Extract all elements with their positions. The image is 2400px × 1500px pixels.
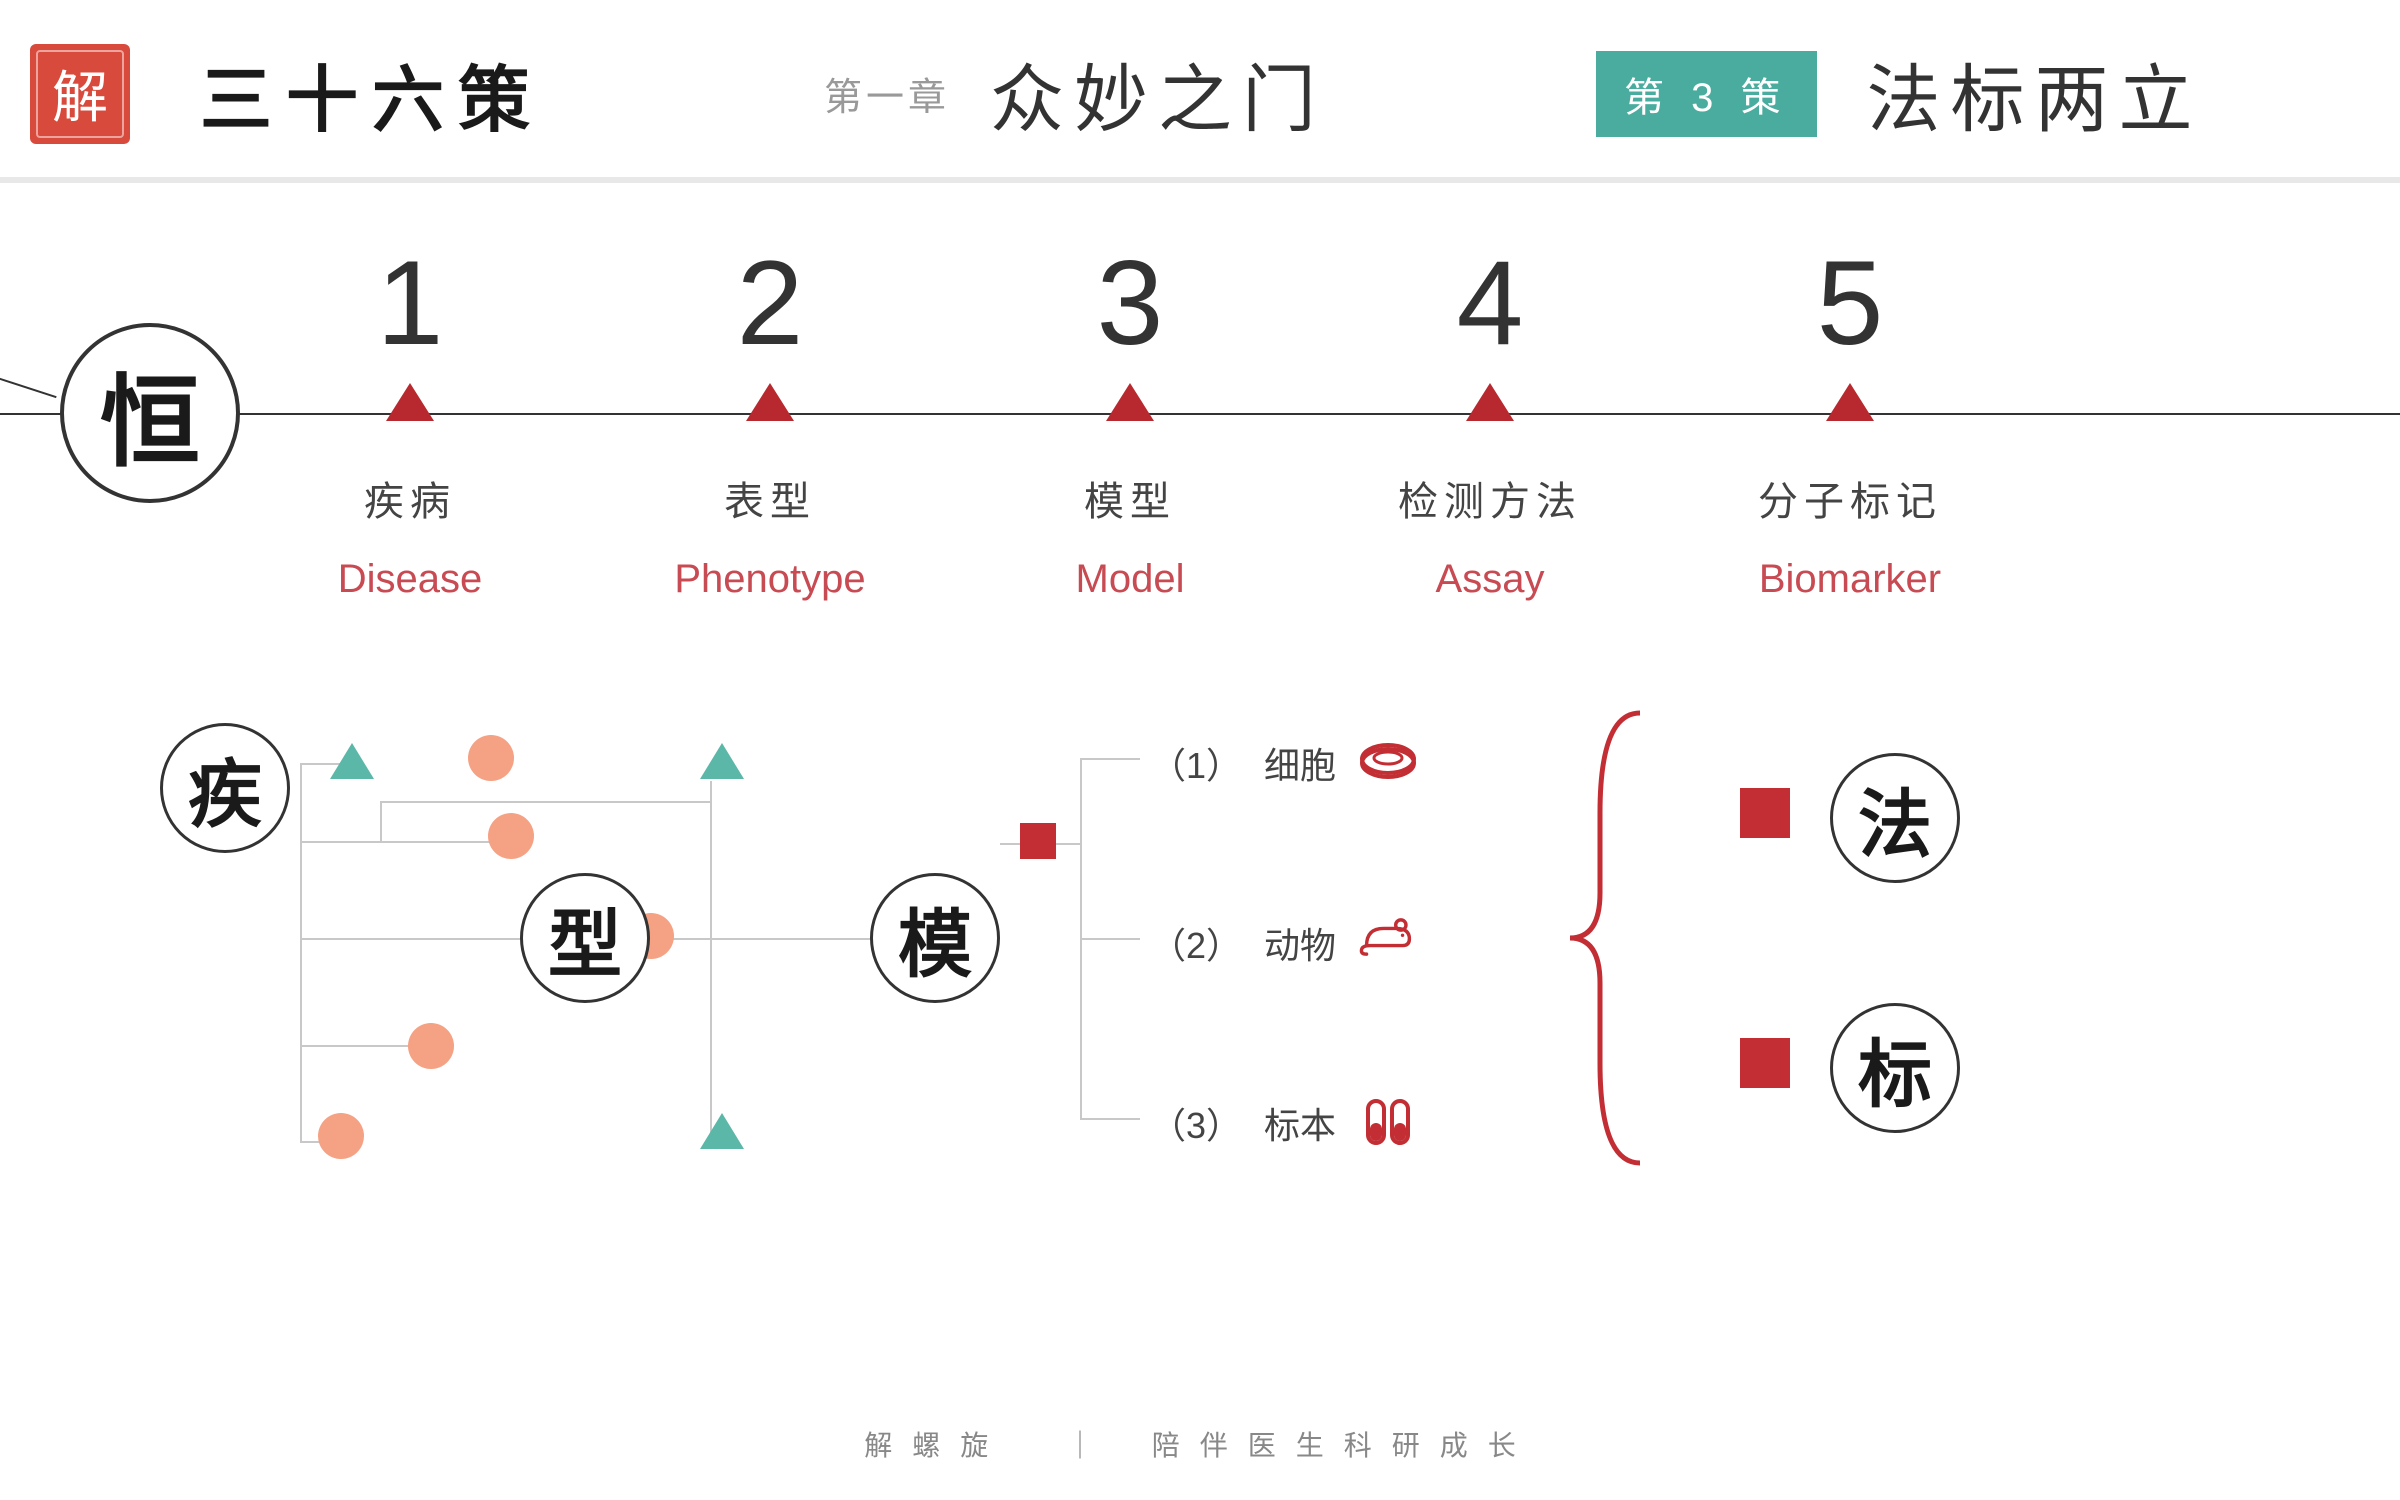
- footer-tagline: 陪伴医生科研成长: [1152, 1430, 1536, 1461]
- cn-label: 疾病: [280, 469, 540, 527]
- scale-item-3: 3 模型 Model: [1000, 243, 1260, 602]
- logo-seal-icon: 解: [30, 44, 130, 144]
- heng-circle: 恒: [60, 323, 240, 503]
- red-square-icon: [1740, 1038, 1790, 1088]
- model-red-square: [1020, 823, 1056, 859]
- scale-number: 2: [640, 243, 900, 363]
- scale-item-5: 5 分子标记 Biomarker: [1720, 243, 1980, 602]
- scale-item-1: 1 疾病 Disease: [280, 243, 540, 602]
- green-triangle-icon: [330, 743, 374, 779]
- cn-label: 表型: [640, 469, 900, 527]
- en-label: Disease: [280, 557, 540, 602]
- xing-circle: 型: [520, 873, 650, 1003]
- tree-line: [380, 801, 710, 803]
- triangle-marker-icon: [1826, 383, 1874, 421]
- red-square-icon: [1740, 788, 1790, 838]
- strategy-title: 法标两立: [1867, 40, 2203, 147]
- scale-number: 5: [1720, 243, 1980, 363]
- cn-label: 检测方法: [1360, 469, 1620, 527]
- scale-tail-line: [0, 350, 57, 398]
- scale-number: 3: [1000, 243, 1260, 363]
- sub-diagram: 疾 型 模 法 标 （1） 细胞 （2） 动物 （3） 标本: [150, 713, 2350, 1313]
- book-title: 三十六策: [200, 41, 544, 146]
- assay-item-1: （1） 细胞: [1150, 733, 1418, 793]
- assay-num: （3）: [1150, 1097, 1242, 1149]
- en-label: Model: [1000, 557, 1260, 602]
- tree-line: [650, 938, 880, 940]
- assay-label: 动物: [1264, 917, 1336, 969]
- en-label: Phenotype: [640, 557, 900, 602]
- tree-line: [1080, 938, 1140, 940]
- orange-dot-icon: [488, 813, 534, 859]
- assay-item-3: （3） 标本: [1150, 1093, 1418, 1153]
- assay-num: （1）: [1150, 737, 1242, 789]
- triangle-marker-icon: [386, 383, 434, 421]
- assay-label: 细胞: [1264, 737, 1336, 789]
- orange-dot-icon: [318, 1113, 364, 1159]
- assay-num: （2）: [1150, 917, 1242, 969]
- scale-item-4: 4 检测方法 Assay: [1360, 243, 1620, 602]
- cn-label: 模型: [1000, 469, 1260, 527]
- green-triangle-icon: [700, 1113, 744, 1149]
- cn-label: 分子标记: [1720, 469, 1980, 527]
- chapter-label: 第一章: [824, 66, 950, 121]
- tree-line: [1080, 758, 1140, 760]
- dish-icon: [1358, 733, 1418, 793]
- mo-circle: 模: [870, 873, 1000, 1003]
- biao-circle: 标: [1830, 1003, 1960, 1133]
- footer-org: 解螺旋: [864, 1430, 1008, 1461]
- tubes-icon: [1358, 1093, 1418, 1153]
- en-label: Biomarker: [1720, 557, 1980, 602]
- brace-icon: [1550, 703, 1670, 1173]
- ji-circle: 疾: [160, 723, 290, 853]
- triangle-marker-icon: [1466, 383, 1514, 421]
- tree-line: [300, 763, 302, 1143]
- tree-line: [1080, 1118, 1140, 1120]
- tree-line: [300, 938, 530, 940]
- assay-item-2: （2） 动物: [1150, 913, 1418, 973]
- triangle-marker-icon: [746, 383, 794, 421]
- fa-circle: 法: [1830, 753, 1960, 883]
- scale-item-2: 2 表型 Phenotype: [640, 243, 900, 602]
- triangle-marker-icon: [1106, 383, 1154, 421]
- header: 解 三十六策 第一章 众妙之门 第 3 策 法标两立: [0, 0, 2400, 177]
- tree-line: [300, 841, 510, 843]
- tree-line: [710, 781, 712, 1141]
- tree-line: [380, 801, 382, 841]
- footer: 解螺旋 ｜ 陪伴医生科研成长: [0, 1424, 2400, 1464]
- chapter-title: 众妙之门: [990, 40, 1326, 147]
- mouse-icon: [1358, 913, 1418, 973]
- assay-label: 标本: [1264, 1097, 1336, 1149]
- strategy-badge: 第 3 策: [1596, 51, 1816, 137]
- scale-number: 1: [280, 243, 540, 363]
- orange-dot-icon: [408, 1023, 454, 1069]
- green-triangle-icon: [700, 743, 744, 779]
- scale-number: 4: [1360, 243, 1620, 363]
- orange-dot-icon: [468, 735, 514, 781]
- footer-sep: ｜: [1066, 1430, 1094, 1461]
- main-diagram: 恒 1疾病Disease2表型Phenotype3模型Model4检测方法Ass…: [0, 183, 2400, 1463]
- en-label: Assay: [1360, 557, 1620, 602]
